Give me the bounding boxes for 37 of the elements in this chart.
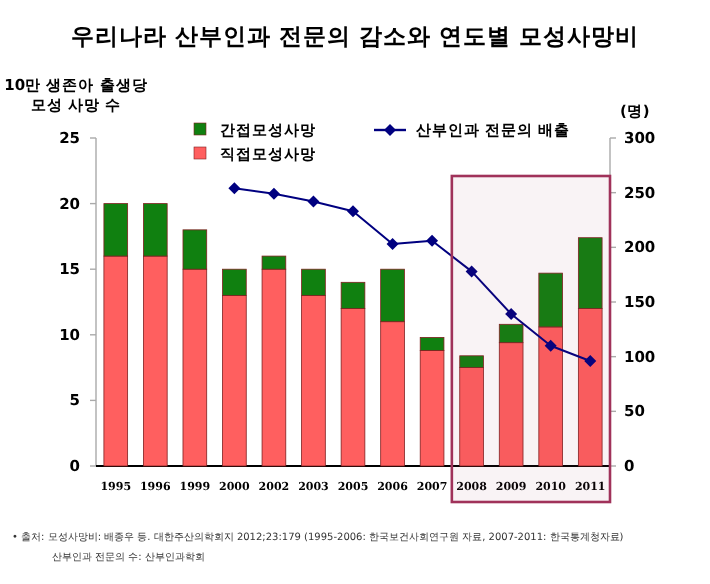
bar (538, 272, 563, 328)
bar (459, 367, 484, 467)
bar (498, 342, 524, 467)
point (228, 182, 241, 195)
bar (577, 237, 603, 309)
bar (103, 203, 129, 257)
bar (182, 268, 208, 467)
bar (222, 268, 247, 296)
bar (419, 337, 445, 351)
point (544, 339, 557, 352)
point (426, 234, 439, 247)
bar (340, 281, 366, 309)
bar (261, 255, 287, 270)
bar (103, 255, 129, 467)
bar (222, 295, 247, 467)
point (347, 205, 359, 218)
bar (380, 268, 405, 323)
bar (577, 308, 603, 467)
point (505, 308, 518, 321)
bar (261, 268, 287, 467)
bar (301, 295, 326, 467)
bar (301, 268, 326, 296)
bar (459, 355, 484, 368)
point (465, 265, 478, 278)
bar (182, 229, 208, 270)
bar (380, 321, 405, 467)
bar (143, 203, 168, 257)
bar (419, 350, 445, 467)
point (307, 195, 320, 208)
point (386, 238, 399, 251)
bar (538, 326, 563, 467)
point (584, 355, 597, 368)
point (267, 187, 280, 200)
bar (498, 323, 524, 344)
chart-title: 우리나라 산부인과 전문의 감소와 연도별 모성사망비 (70, 22, 640, 50)
bar (340, 308, 366, 467)
bar (143, 255, 168, 467)
